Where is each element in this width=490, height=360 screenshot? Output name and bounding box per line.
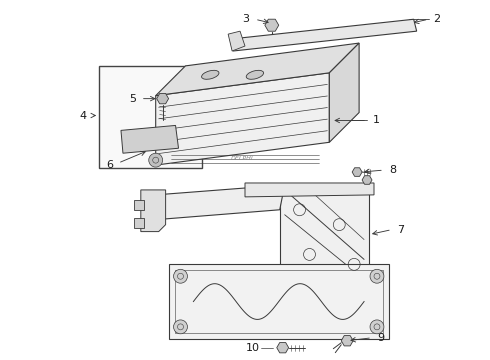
Bar (99, 66, 202, 168)
Circle shape (173, 269, 188, 283)
Polygon shape (134, 200, 144, 210)
Polygon shape (141, 190, 166, 231)
Bar (174, 270, 383, 333)
Polygon shape (156, 43, 359, 96)
Text: 10: 10 (246, 343, 260, 353)
Polygon shape (228, 31, 245, 51)
Text: 4: 4 (79, 111, 86, 121)
Polygon shape (156, 185, 285, 220)
Text: 5: 5 (129, 94, 136, 104)
Polygon shape (156, 73, 329, 165)
Polygon shape (280, 185, 369, 284)
Circle shape (370, 269, 384, 283)
Polygon shape (121, 125, 178, 153)
Circle shape (173, 320, 188, 334)
Text: 8: 8 (389, 165, 396, 175)
Text: 2: 2 (434, 14, 441, 24)
Text: 7: 7 (397, 225, 404, 235)
Ellipse shape (246, 70, 264, 79)
Polygon shape (329, 43, 359, 142)
Circle shape (149, 153, 163, 167)
Polygon shape (230, 19, 416, 51)
Polygon shape (245, 183, 374, 197)
Ellipse shape (201, 70, 219, 79)
Circle shape (370, 320, 384, 334)
Polygon shape (134, 218, 144, 228)
Text: DELPHI: DELPHI (231, 156, 253, 161)
Bar (169, 264, 389, 339)
Text: 9: 9 (377, 333, 384, 343)
Text: 3: 3 (242, 14, 249, 24)
Text: 1: 1 (373, 116, 380, 126)
Text: 6: 6 (106, 160, 113, 170)
